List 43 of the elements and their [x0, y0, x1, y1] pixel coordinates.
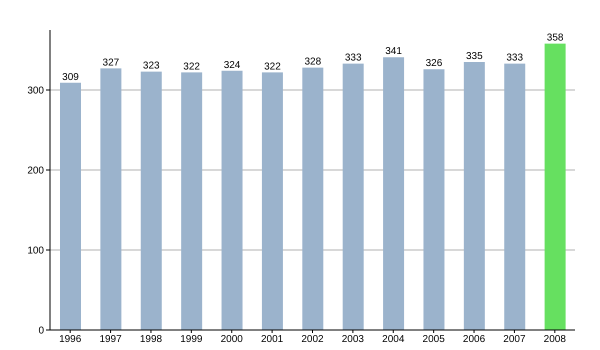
data-label: 328 [304, 56, 322, 68]
bar [504, 64, 526, 330]
x-tick-label: 2005 [422, 334, 446, 346]
data-label: 327 [102, 57, 120, 68]
bar [222, 70, 243, 330]
y-tick-label: 100 [27, 246, 44, 257]
bar [544, 44, 566, 330]
data-label: 324 [224, 60, 241, 71]
x-tick-label: 2001 [260, 334, 284, 346]
bar [464, 62, 485, 330]
bar [100, 68, 122, 330]
data-label: 322 [264, 61, 282, 72]
x-tick-label: 2007 [503, 334, 526, 346]
bar [60, 82, 81, 330]
x-tick-label: 2004 [382, 334, 405, 346]
data-label: 358 [546, 32, 564, 44]
bar [423, 69, 444, 330]
x-tick-label: 2002 [301, 334, 324, 346]
x-tick-label: 1996 [59, 334, 82, 346]
data-label: 326 [426, 58, 443, 70]
data-label: 335 [466, 51, 484, 62]
bar [342, 64, 364, 330]
bar [140, 72, 162, 330]
x-tick-label: 1998 [140, 334, 163, 346]
data-label: 309 [62, 72, 80, 83]
y-tick-label: 300 [27, 86, 44, 97]
y-tick-label: 200 [27, 166, 44, 177]
data-label: 322 [183, 61, 200, 72]
x-tick-label: 1999 [180, 334, 203, 346]
x-tick-label: 2008 [544, 334, 566, 346]
data-label: 333 [506, 52, 524, 64]
x-tick-label: 1997 [99, 334, 122, 346]
data-label: 333 [344, 52, 362, 64]
bar [181, 72, 202, 330]
data-label: 341 [385, 46, 402, 58]
bar [262, 72, 283, 330]
x-tick-label: 2003 [342, 334, 364, 346]
x-tick-label: 2000 [220, 334, 244, 346]
x-tick-label: 2006 [462, 334, 486, 346]
bar [302, 68, 324, 330]
y-tick-label: 0 [38, 326, 44, 337]
data-label: 323 [142, 60, 160, 72]
bar [383, 57, 404, 330]
